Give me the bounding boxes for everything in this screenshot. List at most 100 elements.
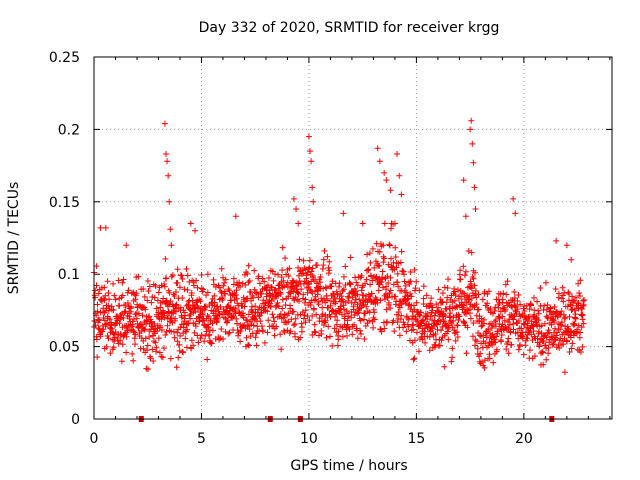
data-point xyxy=(241,303,248,310)
data-point xyxy=(552,336,559,343)
data-point xyxy=(131,335,138,342)
data-point xyxy=(534,298,541,305)
data-point xyxy=(543,334,550,341)
data-point xyxy=(578,324,585,331)
data-point xyxy=(206,331,213,338)
data-point xyxy=(112,320,119,327)
data-point xyxy=(526,347,533,354)
data-point xyxy=(401,271,408,278)
data-point xyxy=(141,326,148,333)
data-point xyxy=(119,279,126,286)
data-point xyxy=(468,249,475,256)
data-point xyxy=(203,328,210,335)
data-point xyxy=(153,344,160,351)
data-point xyxy=(245,342,252,349)
data-point xyxy=(502,281,509,288)
data-point xyxy=(304,269,311,276)
data-point xyxy=(349,331,356,338)
data-point xyxy=(250,294,257,301)
data-point xyxy=(94,301,101,308)
data-point xyxy=(237,338,244,345)
data-point xyxy=(572,315,579,322)
data-point xyxy=(411,355,418,362)
data-point xyxy=(372,294,379,301)
data-point xyxy=(255,294,262,301)
data-point xyxy=(218,326,225,333)
data-point xyxy=(573,294,580,301)
data-point xyxy=(234,320,241,327)
data-point xyxy=(407,278,414,285)
data-point xyxy=(339,333,346,340)
data-point xyxy=(197,335,204,342)
data-point xyxy=(419,317,426,324)
data-point xyxy=(544,301,551,308)
data-point xyxy=(111,292,118,299)
data-point xyxy=(118,310,125,317)
data-point xyxy=(94,354,101,361)
data-point xyxy=(226,329,233,336)
data-point xyxy=(501,317,508,324)
data-point xyxy=(400,324,407,331)
data-point xyxy=(542,279,549,286)
data-point xyxy=(451,297,458,304)
data-point xyxy=(164,322,171,329)
data-point xyxy=(365,266,372,273)
data-point xyxy=(117,337,124,344)
data-point xyxy=(383,286,390,293)
data-point xyxy=(346,326,353,333)
data-point xyxy=(268,284,275,291)
data-point xyxy=(455,317,462,324)
data-point xyxy=(244,317,251,324)
data-point xyxy=(278,274,285,281)
data-point xyxy=(350,303,357,310)
data-point xyxy=(287,305,294,312)
x-tick-label: 0 xyxy=(90,431,99,447)
data-point xyxy=(546,339,553,346)
data-point xyxy=(407,269,414,276)
data-point xyxy=(292,315,299,322)
data-point xyxy=(413,329,420,336)
data-point xyxy=(552,286,559,293)
data-point xyxy=(386,290,393,297)
data-point xyxy=(275,303,282,310)
data-point xyxy=(401,278,408,285)
data-point xyxy=(347,254,354,261)
data-point xyxy=(350,289,357,296)
data-point xyxy=(271,332,278,339)
data-point xyxy=(470,275,477,282)
data-point xyxy=(172,289,179,296)
data-point xyxy=(426,333,433,340)
data-point xyxy=(459,289,466,296)
data-point xyxy=(449,345,456,352)
data-point xyxy=(295,220,302,227)
data-point xyxy=(335,328,342,335)
data-point xyxy=(394,279,401,286)
data-point xyxy=(536,343,543,350)
data-point xyxy=(332,313,339,320)
data-point xyxy=(483,334,490,341)
data-point xyxy=(424,310,431,317)
data-point xyxy=(156,349,163,356)
data-point xyxy=(469,333,476,340)
data-point xyxy=(123,349,130,356)
data-point xyxy=(169,272,176,279)
y-tick-label: 0.15 xyxy=(49,195,80,211)
data-point xyxy=(256,313,263,320)
data-point xyxy=(165,172,172,179)
data-point xyxy=(364,251,371,258)
data-point xyxy=(340,210,347,217)
data-point xyxy=(550,340,557,347)
data-point xyxy=(489,322,496,329)
data-point xyxy=(152,282,159,289)
data-point xyxy=(161,280,168,287)
data-point xyxy=(252,303,259,310)
data-point xyxy=(577,329,584,336)
data-point xyxy=(215,308,222,315)
data-point xyxy=(545,350,552,357)
data-point xyxy=(493,333,500,340)
data-point xyxy=(404,296,411,303)
data-point xyxy=(310,198,317,205)
data-point xyxy=(274,299,281,306)
data-point xyxy=(161,120,168,127)
data-point xyxy=(176,284,183,291)
